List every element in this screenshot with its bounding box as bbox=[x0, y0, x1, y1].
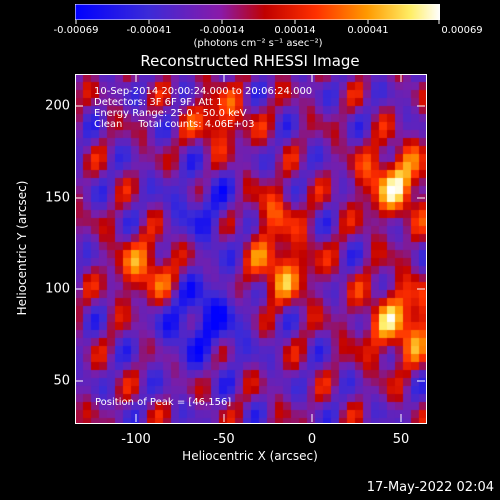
colorbar-tick-label: -0.00041 bbox=[126, 25, 172, 36]
info-clean-counts: Clean Total counts: 4.06E+03 bbox=[94, 119, 255, 130]
colorbar-tick-label: 0.00069 bbox=[441, 25, 483, 36]
x-axis-label: Heliocentric X (arcsec) bbox=[182, 449, 318, 463]
y-axis-label: Heliocentric Y (arcsec) bbox=[15, 180, 29, 316]
y-tick-label: 50 bbox=[53, 373, 70, 389]
observation-info: 10-Sep-2014 20:00:24.000 to 20:06:24.000… bbox=[94, 86, 312, 130]
y-tick-label: 100 bbox=[45, 281, 70, 297]
colorbar bbox=[75, 4, 440, 20]
info-energy-range: Energy Range: 25.0 - 50.0 keV bbox=[94, 108, 247, 119]
colorbar-tick-label: -0.00014 bbox=[199, 25, 245, 36]
y-tick-label: 200 bbox=[45, 98, 70, 114]
plot-title: Reconstructed RHESSI Image bbox=[140, 52, 360, 70]
x-tick-label: 0 bbox=[307, 432, 317, 447]
info-time-range: 10-Sep-2014 20:00:24.000 to 20:06:24.000 bbox=[94, 86, 313, 97]
colorbar-tick-label: -0.00069 bbox=[53, 25, 99, 36]
x-tick-label: -100 bbox=[121, 432, 151, 447]
colorbar-tick-label: 0.00041 bbox=[347, 25, 389, 36]
colorbar-units: (photons cm⁻² s⁻¹ asec⁻²) bbox=[193, 38, 323, 49]
colorbar-tick-label: 0.00014 bbox=[274, 25, 316, 36]
x-tick-label: 50 bbox=[392, 432, 410, 447]
peak-position: Position of Peak = [46,156] bbox=[95, 397, 232, 408]
heatmap-image bbox=[75, 74, 427, 424]
timestamp: 17-May-2022 02:04 bbox=[366, 480, 494, 495]
image-plot bbox=[75, 74, 427, 424]
x-tick-label: -50 bbox=[213, 432, 235, 447]
y-tick-label: 150 bbox=[45, 190, 70, 206]
info-detectors: Detectors: 3F 6F 9F, Att 1 bbox=[94, 97, 223, 108]
